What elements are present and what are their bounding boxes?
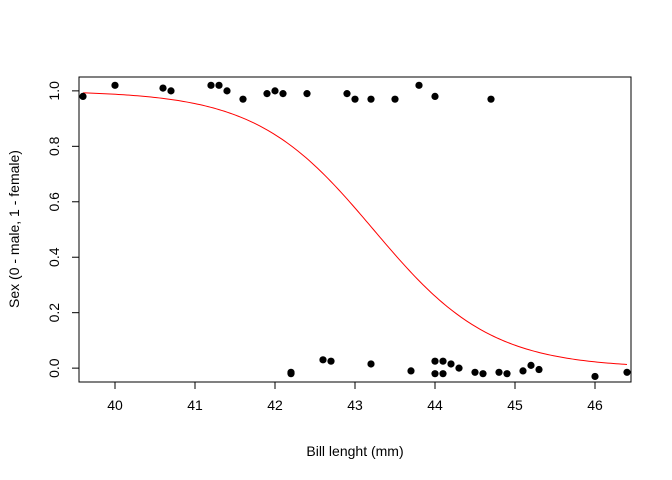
y-tick-label: 0.2 (46, 303, 62, 323)
x-tick-label: 45 (507, 397, 523, 413)
data-point (623, 368, 631, 376)
data-point (279, 90, 287, 98)
y-axis-title: Sex (0 - male, 1 - female) (6, 150, 22, 308)
data-point (271, 87, 279, 95)
data-point (455, 364, 463, 372)
x-tick-label: 42 (267, 397, 283, 413)
data-points (79, 81, 631, 381)
data-point (319, 356, 327, 364)
data-point (431, 370, 439, 378)
data-point (503, 370, 511, 378)
data-point (207, 81, 215, 89)
data-point (591, 372, 599, 381)
data-point (431, 92, 439, 101)
y-tick-label: 0.4 (46, 247, 62, 267)
data-point (239, 95, 247, 103)
data-point (351, 95, 359, 103)
data-point (407, 367, 415, 375)
x-tick-label: 41 (187, 397, 203, 413)
x-axis-title: Bill lenght (mm) (306, 443, 403, 459)
data-point (79, 92, 87, 101)
data-point (447, 360, 455, 368)
x-tick-label: 40 (107, 397, 123, 413)
y-tick-label: 0.8 (46, 136, 62, 156)
data-point (159, 84, 167, 92)
data-point (367, 360, 375, 368)
data-point (527, 361, 535, 369)
data-point (287, 368, 295, 376)
y-axis: 0.0 0.2 0.4 0.6 0.8 1.0 (46, 81, 80, 378)
data-point (343, 90, 351, 98)
x-axis: 40 41 42 43 44 45 46 (107, 381, 603, 413)
data-point (327, 357, 335, 365)
x-tick-label: 46 (587, 397, 603, 413)
y-tick-label: 0.0 (46, 358, 62, 378)
logistic-fit-curve (82, 92, 628, 365)
data-point (415, 81, 423, 89)
data-point (111, 81, 119, 89)
data-point (519, 367, 527, 375)
y-tick-label: 1.0 (46, 81, 62, 101)
data-point (431, 357, 439, 365)
plot-box (78, 76, 632, 383)
data-point (471, 368, 479, 376)
data-point (215, 81, 223, 89)
data-point (487, 95, 495, 103)
data-point (167, 87, 175, 95)
data-point (303, 90, 311, 98)
x-tick-label: 44 (427, 397, 443, 413)
y-tick-label: 0.6 (46, 192, 62, 212)
data-point (439, 357, 447, 365)
x-tick-label: 43 (347, 397, 363, 413)
data-point (495, 368, 503, 376)
data-point (479, 370, 487, 378)
data-point (439, 370, 447, 378)
data-point (535, 365, 543, 374)
data-point (367, 95, 375, 103)
data-point (391, 95, 399, 103)
data-point (223, 87, 231, 95)
data-point (263, 90, 271, 98)
